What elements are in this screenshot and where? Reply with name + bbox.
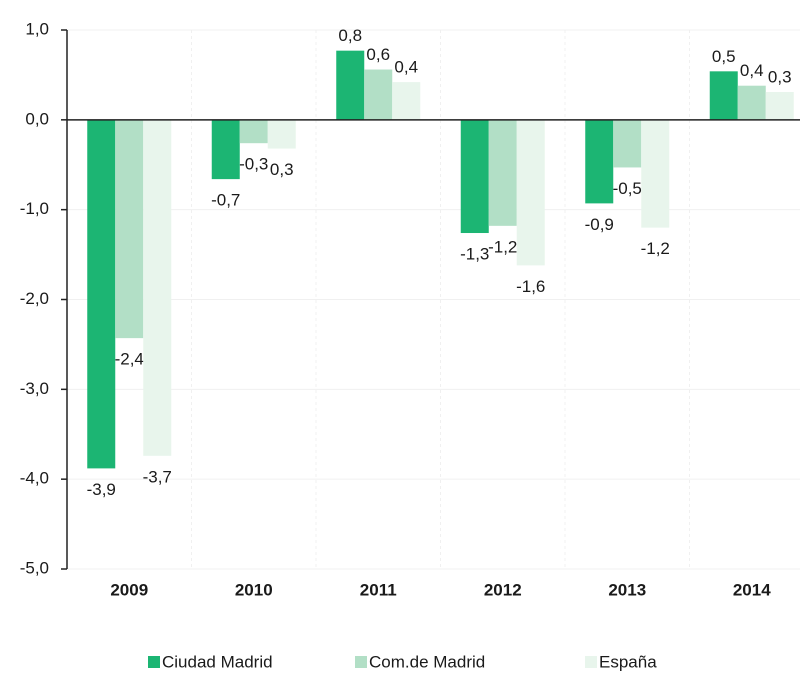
value-label: 0,6 — [366, 45, 390, 64]
y-tick-label: -5,0 — [20, 558, 49, 577]
x-tick-label: 2010 — [235, 580, 273, 599]
value-label: 0,4 — [740, 61, 764, 80]
bar — [488, 119, 517, 226]
legend-label: España — [599, 652, 657, 671]
x-tick-label: 2011 — [360, 580, 397, 599]
bar — [585, 119, 614, 204]
legend-swatch — [148, 656, 160, 668]
value-label: -1,6 — [516, 277, 545, 296]
value-label: -0,9 — [585, 215, 614, 234]
value-label: -2,4 — [115, 350, 144, 369]
value-label: -3,9 — [87, 480, 116, 499]
bar — [765, 91, 794, 120]
bar — [336, 50, 365, 120]
value-label: -1,3 — [460, 245, 489, 264]
bar — [460, 119, 489, 234]
bar — [392, 82, 421, 120]
legend-swatch — [355, 656, 367, 668]
legend-swatch — [585, 656, 597, 668]
y-tick-label: -3,0 — [20, 379, 49, 398]
bar — [87, 119, 116, 469]
value-label: 0,3 — [270, 160, 294, 179]
value-label: -0,3 — [239, 155, 268, 174]
value-label: 0,5 — [712, 47, 736, 66]
value-label: 0,8 — [338, 26, 362, 45]
y-tick-label: 1,0 — [25, 19, 49, 38]
y-tick-label: 0,0 — [25, 109, 49, 128]
bar — [364, 69, 393, 120]
bar — [613, 119, 642, 168]
value-label: 0,4 — [394, 58, 418, 77]
y-tick-label: -1,0 — [20, 199, 49, 218]
value-label: 0,3 — [768, 67, 792, 86]
bar — [211, 119, 240, 180]
y-tick-label: -4,0 — [20, 469, 49, 488]
bar — [709, 71, 738, 120]
bar — [115, 119, 144, 339]
value-label: -0,5 — [613, 179, 642, 198]
x-tick-label: 2014 — [733, 580, 771, 599]
y-tick-label: -2,0 — [20, 289, 49, 308]
x-tick-label: 2009 — [110, 580, 148, 599]
legend-label: Ciudad Madrid — [162, 652, 273, 671]
x-tick-label: 2012 — [484, 580, 522, 599]
bar — [267, 119, 296, 149]
value-label: -1,2 — [488, 237, 517, 256]
bar — [239, 119, 268, 144]
value-label: -3,7 — [143, 467, 172, 486]
x-tick-label: 2013 — [608, 580, 646, 599]
value-label: -0,7 — [211, 191, 240, 210]
bar — [641, 119, 670, 228]
bar — [516, 119, 545, 266]
legend-label: Com.de Madrid — [369, 652, 485, 671]
bar — [143, 119, 172, 456]
bar — [737, 85, 766, 120]
value-label: -1,2 — [641, 239, 670, 258]
